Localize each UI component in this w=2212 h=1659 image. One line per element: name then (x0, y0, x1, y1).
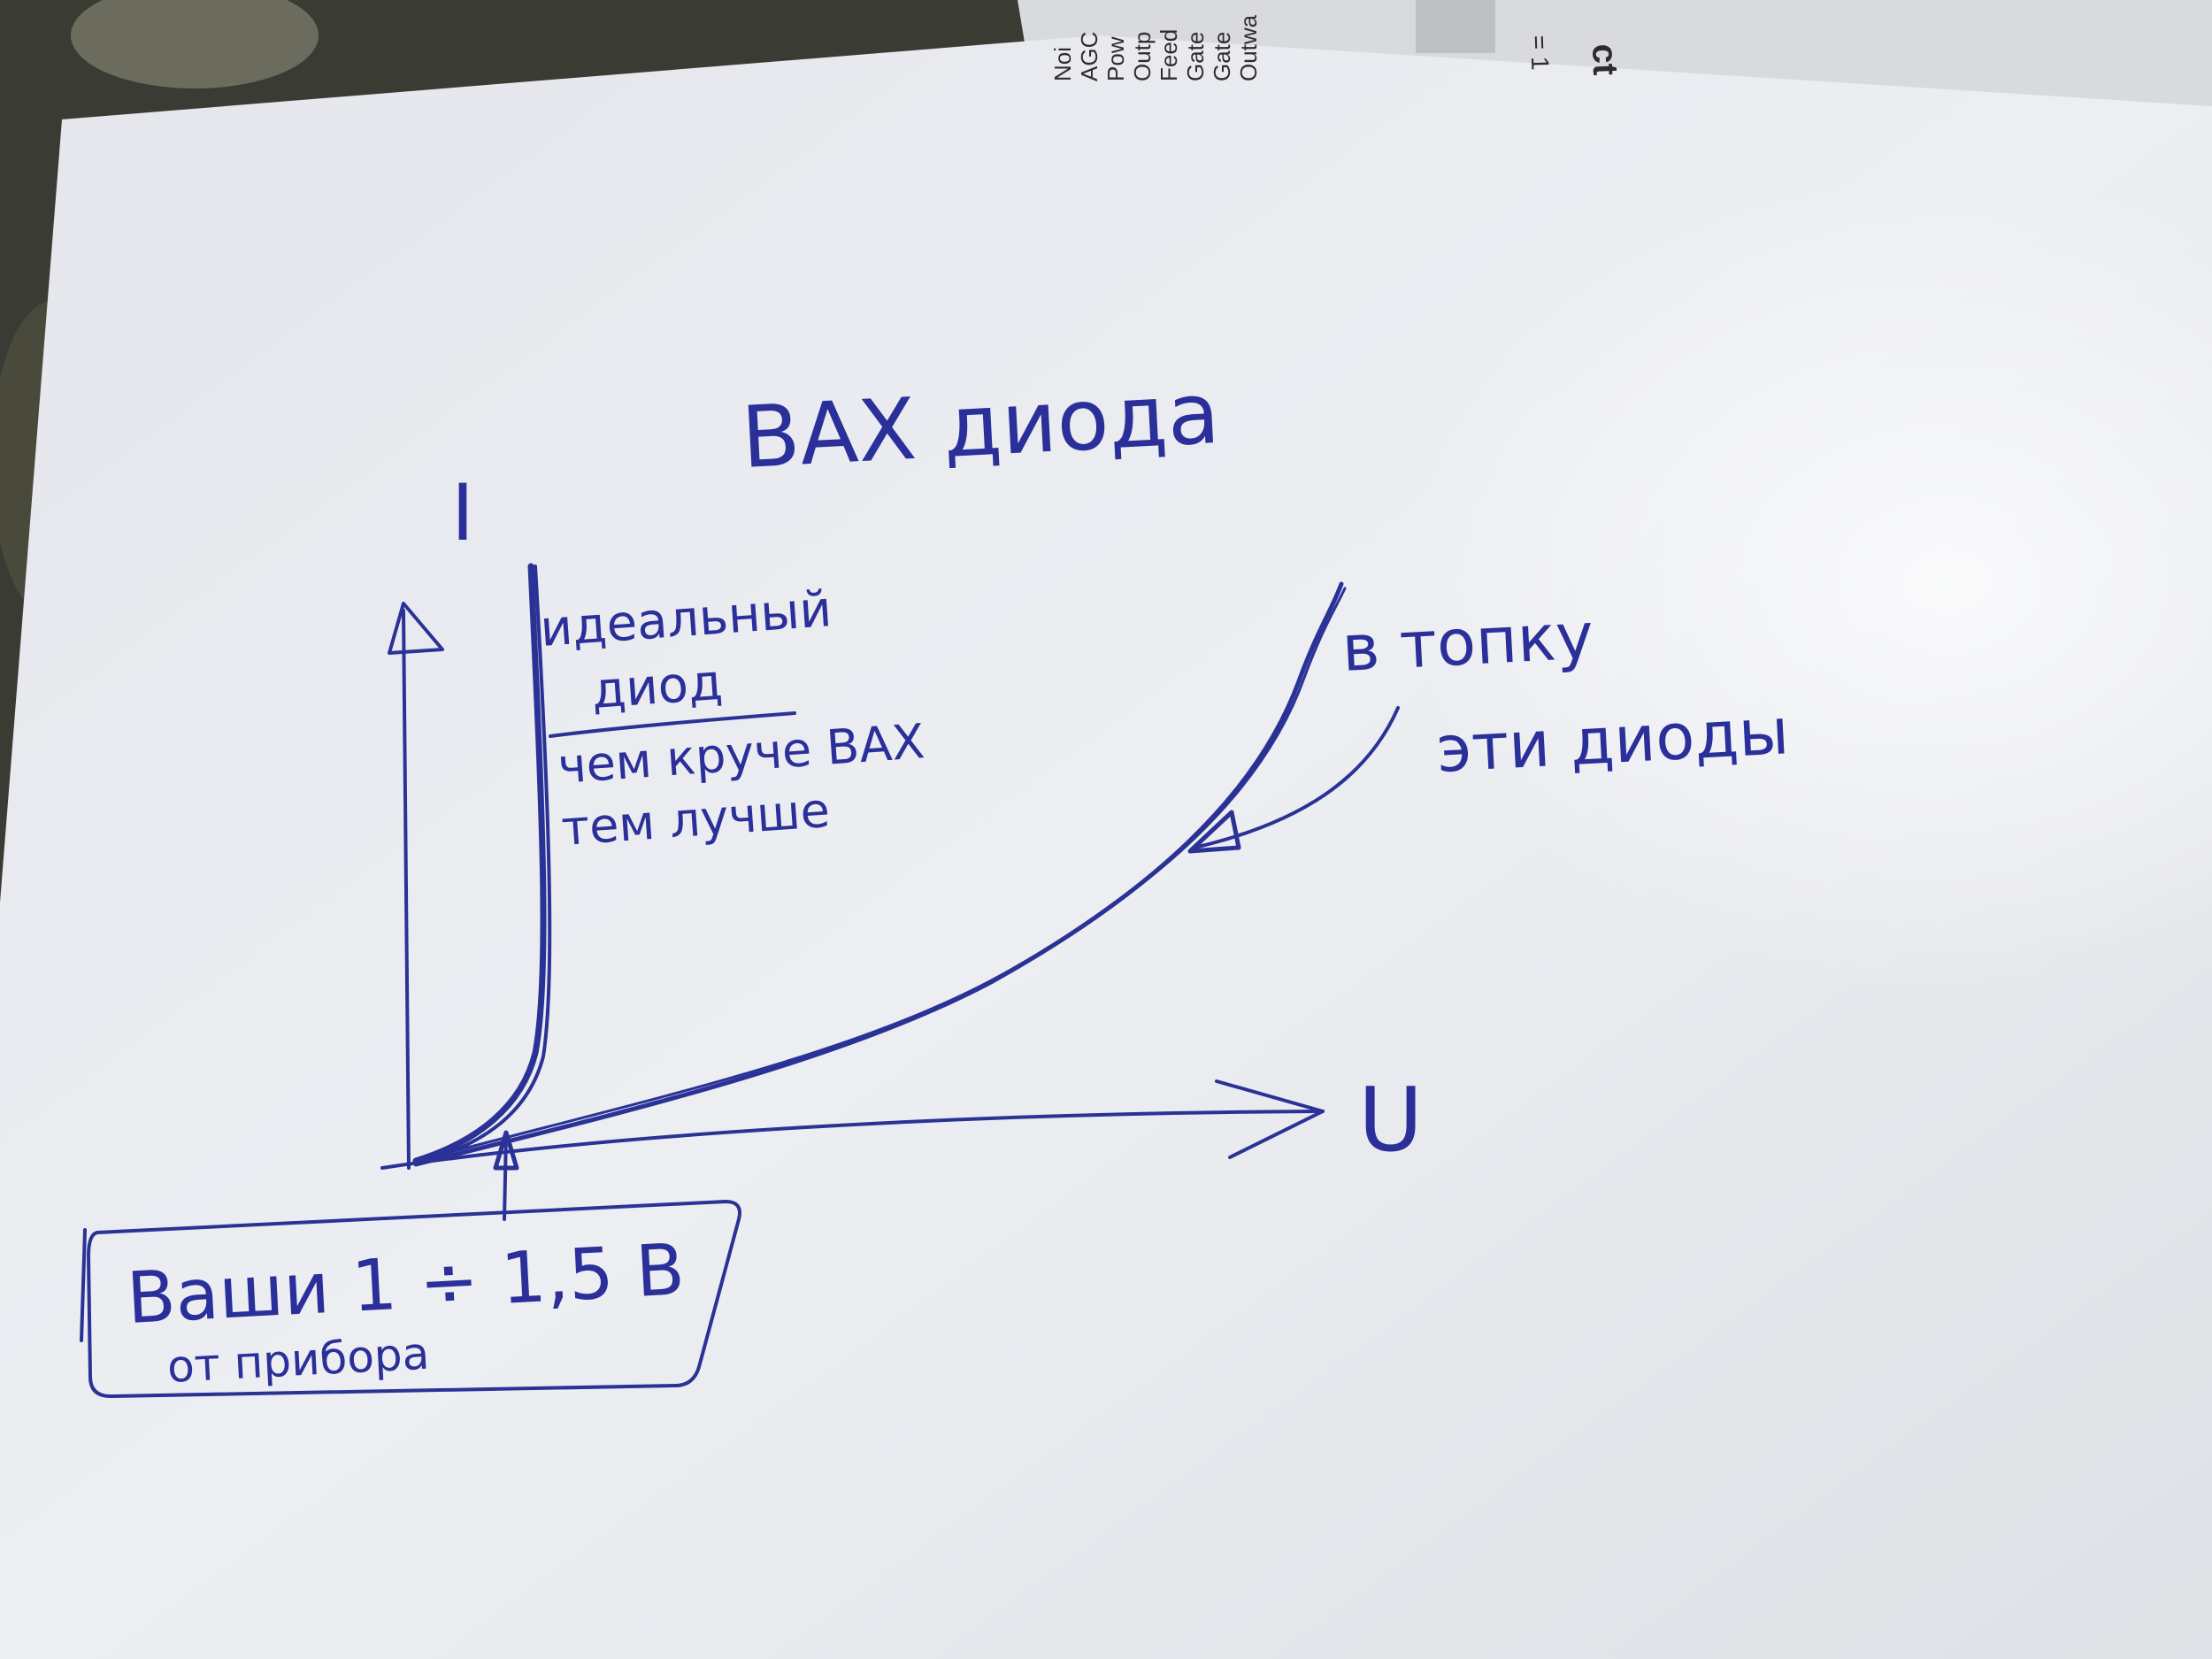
printed-label: Feed (1156, 29, 1182, 81)
printed-label: Outwa (1235, 14, 1262, 81)
real-diode-curve (413, 581, 1347, 1167)
y-axis (402, 609, 411, 1170)
printed-equation: = 1 (1525, 35, 1554, 71)
pointer-arrow (1193, 706, 1400, 849)
y-axis-arrow (388, 602, 444, 655)
printed-cell (1416, 0, 1495, 53)
printed-label: Gate (1182, 32, 1209, 81)
printed-label: Pow (1102, 36, 1129, 81)
ideal-note-line2: диод (589, 654, 724, 720)
printed-label: Noi (1049, 47, 1076, 81)
printed-label: Gate (1209, 32, 1235, 81)
y-axis-label: I (451, 467, 474, 558)
printed-header: ct (1585, 43, 1624, 76)
ideal-diode-curve (412, 563, 552, 1165)
voltage-marker-arrow (503, 1133, 508, 1221)
x-axis (380, 1110, 1325, 1170)
printed-label: AGC (1076, 32, 1102, 81)
bad-note-line2: эти диоды (1434, 694, 1790, 787)
bad-note-line1: в топку (1340, 598, 1594, 686)
printed-label: Outp (1129, 32, 1156, 81)
ideal-note-underline (549, 711, 796, 738)
printed-labels: Noi AGC Pow Outp Feed Gate Gate Outwa (1049, 14, 1262, 81)
pointer-arrowhead (1187, 810, 1241, 854)
box-note-frame (87, 1200, 741, 1398)
bad-note: в топку эти диоды (1340, 598, 1790, 787)
voltage-marker-arrowhead (493, 1130, 519, 1171)
box-note-bracket (80, 1228, 87, 1342)
x-axis-label: U (1358, 1068, 1423, 1171)
x-axis-arrow (1215, 1079, 1325, 1159)
